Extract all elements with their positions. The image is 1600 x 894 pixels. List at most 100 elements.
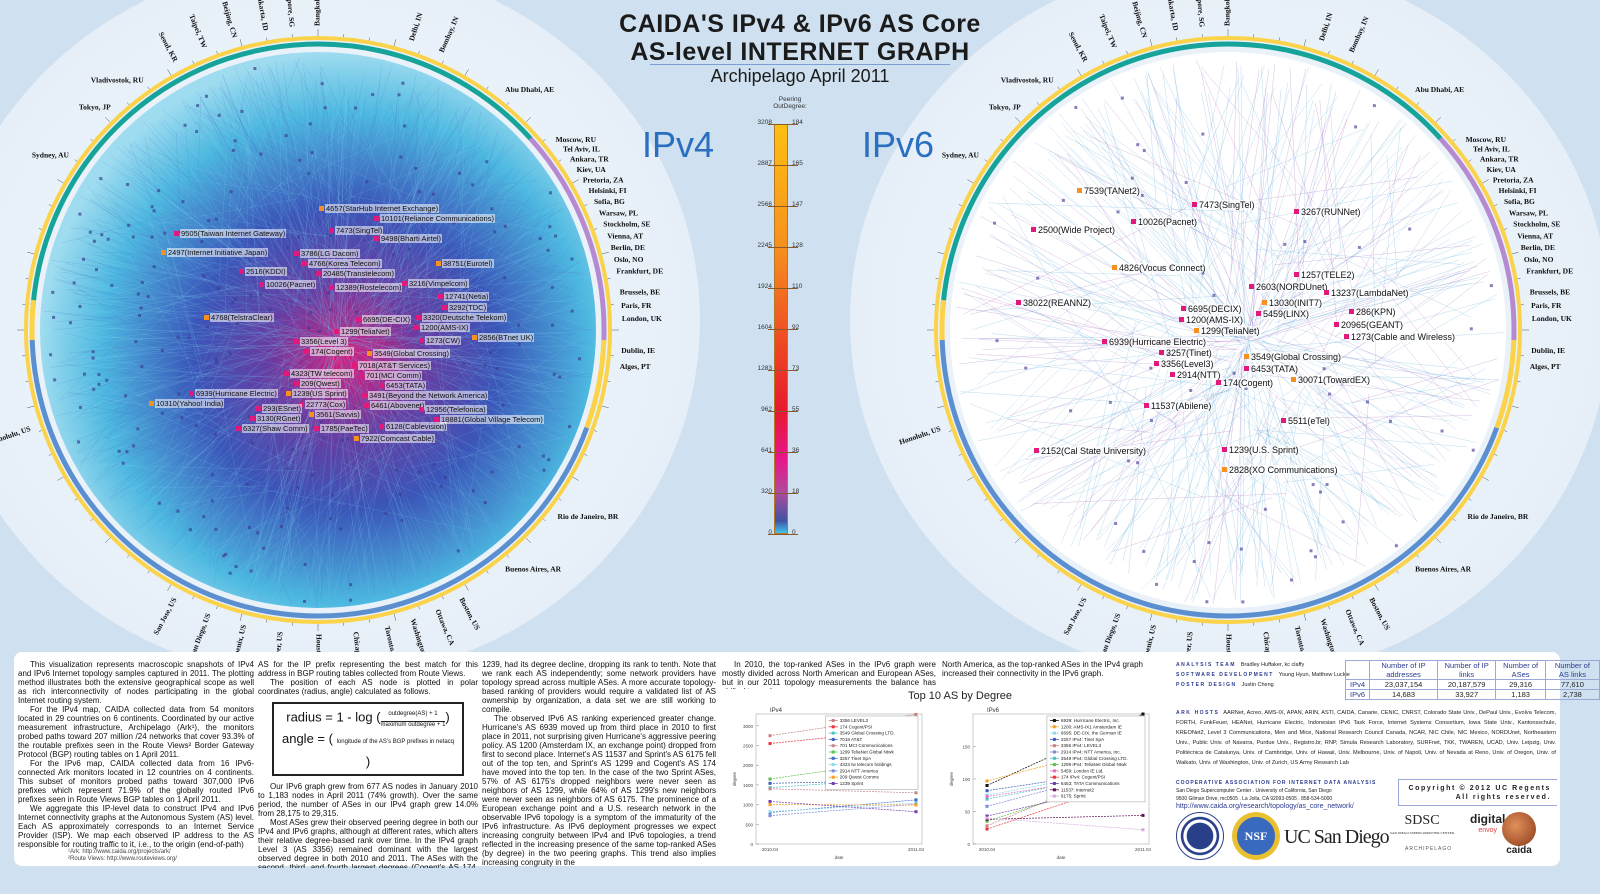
peering-link <box>1090 355 1222 532</box>
footnote-routeviews[interactable]: ²Route Views: http://www.routeviews.org/ <box>68 856 177 862</box>
peering-link <box>372 81 423 299</box>
longitude-tick <box>239 39 243 47</box>
project-url-link[interactable]: http://www.caida.org/research/topology/a… <box>1176 803 1354 810</box>
peering-link <box>1257 429 1468 448</box>
peering-link <box>187 112 321 311</box>
peering-link <box>77 231 319 324</box>
peering-link <box>338 99 366 339</box>
as-node <box>163 231 167 235</box>
longitude-tick <box>126 102 130 105</box>
ipv6-node-marker <box>1222 467 1227 472</box>
as-node <box>1192 560 1196 564</box>
as-node <box>297 235 301 239</box>
peering-link <box>1083 130 1246 243</box>
peering-link <box>230 93 299 339</box>
longitude-tick <box>464 69 469 76</box>
peering-link <box>1009 188 1178 342</box>
data-point <box>768 781 772 785</box>
peering-link <box>1223 69 1260 324</box>
peering-link <box>1208 374 1235 595</box>
peering-link <box>1245 83 1323 186</box>
peering-link <box>274 384 320 597</box>
peering-link <box>246 364 330 569</box>
peering-link <box>231 437 411 580</box>
peering-link <box>980 216 1212 340</box>
ipv6-node-label: 3257(Tinet) <box>1165 348 1213 358</box>
legend-marker <box>1052 794 1056 798</box>
peering-link <box>1252 428 1421 501</box>
peering-link <box>486 336 584 399</box>
as-node <box>176 335 180 339</box>
archipelago-logo: ARCHIPELAGO <box>1405 846 1453 852</box>
peering-link <box>89 335 276 410</box>
cell: 2,738 <box>1544 689 1600 700</box>
peering-link <box>227 372 245 555</box>
as-node <box>231 148 235 152</box>
peering-link <box>385 412 490 523</box>
ipv4-node-marker <box>367 351 372 356</box>
peering-link <box>133 141 338 338</box>
footnote-ark[interactable]: ¹Ark: http://www.caida.org/projects/ark/ <box>68 849 171 855</box>
as-node <box>1325 483 1329 487</box>
ipv6-node-label: 2152(Cal State University) <box>1040 446 1148 456</box>
peering-link <box>58 363 217 443</box>
ipv4-node-label: 3491(Beyond the Network America) <box>368 391 489 400</box>
paragraph: The observed IPv6 AS ranking experienced… <box>482 714 716 867</box>
ipv4-node-label: 293(ESnet) <box>262 404 302 413</box>
as-node <box>1365 400 1369 404</box>
longitude-tick <box>1494 454 1498 456</box>
peering-link <box>87 243 302 343</box>
as-node <box>995 339 999 343</box>
peering-link <box>152 313 239 550</box>
peering-link <box>958 281 1240 342</box>
as-node <box>1149 419 1153 423</box>
y-tick-label: 1000 <box>743 803 754 808</box>
as-node <box>408 247 412 251</box>
longitude-tick <box>1102 596 1104 600</box>
region-ring-segment <box>528 136 607 341</box>
peering-link <box>54 302 320 323</box>
y-tick-label: 0 <box>750 842 753 847</box>
peering-link <box>1369 144 1409 246</box>
peering-link <box>63 325 338 341</box>
peering-link <box>78 367 298 467</box>
city-label: Paris, FR <box>621 301 652 310</box>
title-divider <box>650 64 950 65</box>
longitude-tick <box>74 159 78 162</box>
ipv4-node-label: 10101(Reliance Communications) <box>380 214 495 223</box>
ipv6-node-label: 1257(TELE2) <box>1300 270 1356 280</box>
as-node <box>570 257 574 261</box>
longitude-tick <box>601 405 609 409</box>
peering-link <box>293 89 343 311</box>
peering-link <box>66 284 247 361</box>
ipv4-node-marker <box>250 416 255 421</box>
ipv4-node-label: 2856(BTnet UK) <box>478 333 535 342</box>
peering-link <box>326 89 335 262</box>
longitude-tick <box>1482 179 1489 184</box>
ipv4-node-label: 3216(Vimpelcom) <box>408 279 469 288</box>
peering-link <box>94 338 245 480</box>
as-node <box>1328 392 1332 396</box>
ipv6-node-marker <box>1102 339 1107 344</box>
row-label: IPv6 <box>1344 689 1371 700</box>
peering-link <box>451 153 493 241</box>
longitude-tick <box>48 204 52 206</box>
as-node <box>307 298 311 302</box>
peering-link <box>474 343 545 480</box>
peering-link <box>59 247 250 385</box>
header-ases: Number of ASes <box>1495 660 1546 680</box>
y-axis-label: degree <box>949 771 954 786</box>
peering-link <box>1315 102 1362 339</box>
longitude-tick <box>368 619 370 623</box>
paragraph: North America, as the top-ranked ASes in… <box>942 660 1143 678</box>
peering-link <box>1298 359 1486 381</box>
as-node <box>1313 555 1317 559</box>
row-label: IPv4 <box>1344 679 1371 690</box>
peering-link <box>989 233 1134 334</box>
peering-link <box>315 145 479 212</box>
peering-link <box>111 338 289 494</box>
city-label: Delhi, IN <box>407 11 425 42</box>
digital-text: digital <box>1470 812 1506 826</box>
peering-link <box>240 91 333 184</box>
paragraph: In 2010, the top-ranked ASes in the IPv6… <box>722 660 936 689</box>
